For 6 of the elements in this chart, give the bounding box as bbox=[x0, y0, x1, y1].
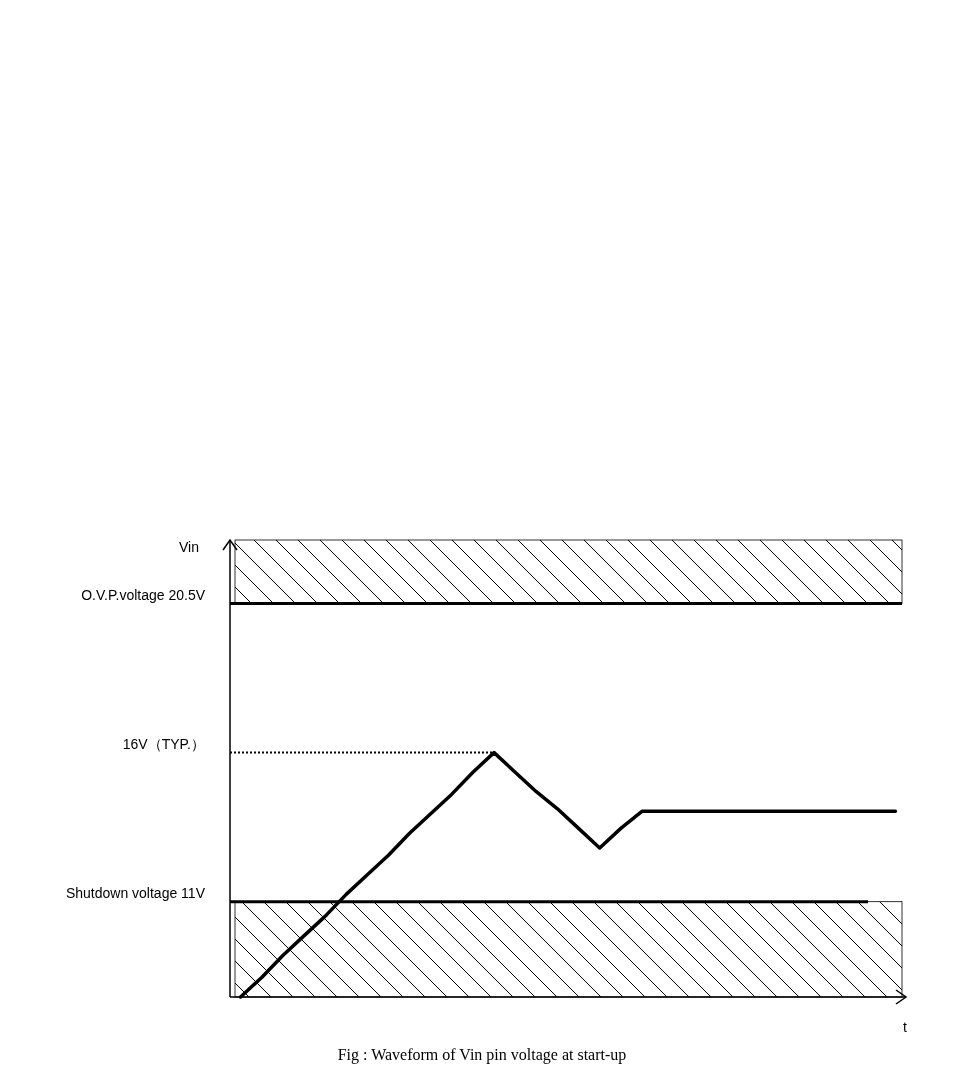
x-axis-title: t bbox=[903, 1019, 908, 1035]
ref-line-label: O.V.P.voltage 20.5V bbox=[81, 586, 206, 603]
ref-line-label: 16V（TYP.） bbox=[122, 735, 205, 752]
ref-line-label: Shutdown voltage 11V bbox=[65, 884, 206, 901]
text: Fig : Waveform of Vin pin voltage at start-up bbox=[337, 1046, 627, 1064]
text: Vin bbox=[179, 539, 199, 555]
